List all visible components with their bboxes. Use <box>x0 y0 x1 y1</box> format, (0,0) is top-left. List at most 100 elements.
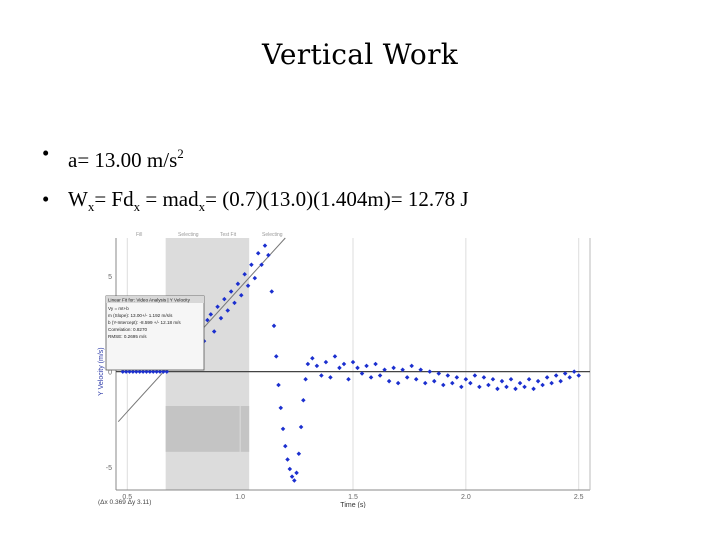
toolbar-label: Selecting <box>178 232 199 238</box>
data-point <box>266 252 271 258</box>
data-point <box>526 377 532 382</box>
data-point <box>531 386 536 392</box>
data-point <box>147 369 153 374</box>
data-point <box>296 451 302 456</box>
data-point <box>157 369 163 374</box>
data-point <box>262 243 268 248</box>
data-point <box>332 354 338 359</box>
work-symbol: W <box>68 187 88 211</box>
data-point <box>134 369 139 374</box>
x-tick-label: 1.0 <box>235 494 245 501</box>
data-point <box>513 386 518 392</box>
y-axis-label: Y Velocity (m/s) <box>98 347 105 396</box>
data-point <box>249 262 254 267</box>
data-point <box>481 375 487 380</box>
y-tick-label: 0 <box>108 370 112 377</box>
x-tick-label: 2.5 <box>574 494 584 501</box>
data-point <box>499 378 505 384</box>
data-point <box>285 457 290 462</box>
data-point <box>422 380 428 386</box>
slide-title: Vertical Work <box>261 38 459 71</box>
data-point <box>225 308 230 313</box>
data-point <box>463 377 469 382</box>
data-point <box>287 466 293 472</box>
data-point <box>477 384 482 390</box>
velocity-chart-svg: Fill Selecting Test Fit Selecting 0.5 1.0 1.5 2… <box>98 232 591 508</box>
data-point <box>535 378 541 384</box>
fit-box <box>105 295 205 371</box>
work-formula-part2: = mad <box>140 187 199 211</box>
data-point <box>377 373 383 378</box>
fit-box-line: RMSE: 0.2695 m/s <box>108 334 147 339</box>
acceleration-text: a= 13.00 m/s <box>68 148 178 172</box>
y-tick-label: -5 <box>106 465 112 472</box>
data-point <box>269 289 275 294</box>
data-point <box>301 398 306 403</box>
fit-box-header <box>106 296 204 303</box>
data-point <box>558 378 563 384</box>
data-point <box>404 375 410 380</box>
work-subscript: x <box>87 199 95 214</box>
data-point <box>454 375 460 380</box>
data-point <box>468 380 473 386</box>
data-point <box>127 369 132 374</box>
data-point <box>144 369 149 374</box>
bullet-work: Wx= Fdx = madx= (0.7)(13.0)(1.404m)= 12.… <box>42 180 469 226</box>
data-point <box>395 380 401 386</box>
data-point <box>445 373 451 378</box>
fit-box-title: Linear Fit for: Video Analysis | Y Veloc… <box>108 298 191 303</box>
fit-box-line: Vy = mt+b <box>108 306 129 311</box>
data-point <box>355 365 360 371</box>
data-point <box>235 281 241 287</box>
data-point <box>459 384 464 390</box>
data-point <box>278 405 284 411</box>
x-tick-label: 2.0 <box>461 494 471 501</box>
data-point <box>553 373 559 378</box>
data-point <box>150 369 156 374</box>
data-point <box>576 373 581 378</box>
data-point <box>495 386 500 392</box>
data-point <box>323 359 329 365</box>
data-point <box>540 382 545 388</box>
data-point <box>391 365 396 371</box>
data-point <box>409 363 414 369</box>
data-point <box>228 289 234 294</box>
data-point <box>276 382 281 388</box>
data-point <box>341 361 347 367</box>
data-point <box>305 361 311 367</box>
data-point <box>140 369 146 374</box>
data-point <box>364 363 369 369</box>
acceleration-exponent: 2 <box>177 146 184 161</box>
data-point <box>373 361 378 367</box>
data-point <box>346 377 351 382</box>
data-point <box>252 275 258 281</box>
data-point <box>337 365 342 371</box>
data-point <box>289 474 295 479</box>
data-point <box>328 375 333 380</box>
data-point <box>218 315 224 321</box>
x-tick-label: 0.5 <box>122 494 132 501</box>
data-point <box>292 478 297 483</box>
data-point <box>273 354 279 359</box>
data-point <box>164 369 170 374</box>
fit-box-line: b (Y-Intercept): -8.599 +/- 12.18 m/s <box>108 320 181 325</box>
data-point <box>280 426 286 432</box>
toolbar-label: Selecting <box>262 232 283 238</box>
y-tick-label: 5 <box>108 274 112 281</box>
data-point <box>294 470 299 476</box>
data-point <box>283 443 288 449</box>
data-point <box>154 369 159 374</box>
data-point <box>259 262 264 267</box>
data-point <box>544 375 550 380</box>
data-point <box>123 369 129 374</box>
velocity-graph: Fill Selecting Test Fit Selecting 0.5 1.0 1.5 2… <box>94 228 594 508</box>
data-point <box>490 377 496 382</box>
data-point <box>386 378 392 384</box>
data-point <box>211 329 217 334</box>
data-point <box>242 272 247 277</box>
work-result: = (0.7)(13.0)(1.404m)= 12.78 J <box>205 187 469 211</box>
x-axis-label: Time (s) <box>340 502 365 508</box>
data-point <box>130 369 136 374</box>
data-point <box>368 375 374 380</box>
data-point <box>314 363 320 369</box>
